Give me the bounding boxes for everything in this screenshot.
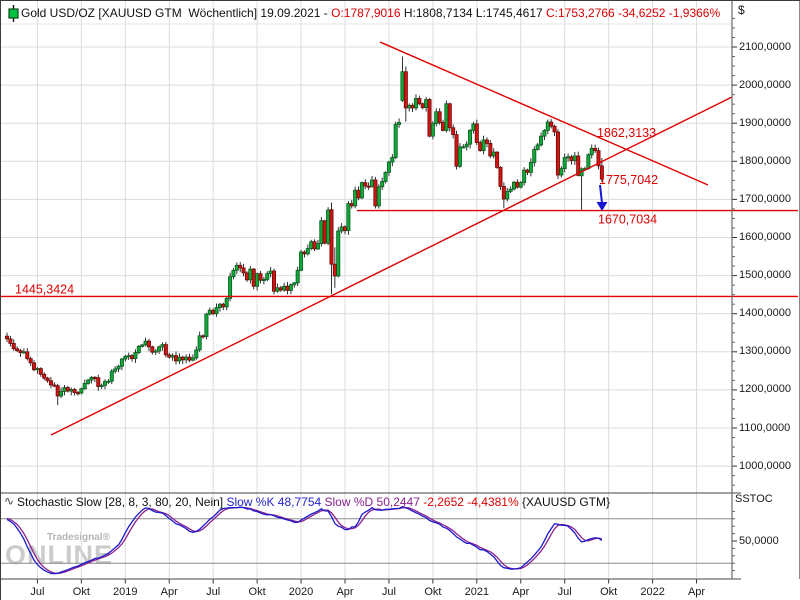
y-axis-tick-label: 1100,0000 [739, 421, 791, 434]
quote-high: H:1808,7134 [400, 6, 473, 20]
svg-text:1775,7042: 1775,7042 [599, 173, 658, 187]
stoch-axis-tick-label: 50,0000 [739, 534, 779, 547]
chart-title-bar: Gold USD/OZ [XAUUSD GTM Wöchentlich] 19.… [21, 6, 720, 20]
y-axis-tick-label: 2100,0000 [739, 40, 791, 53]
watermark-online: ONLINE [5, 540, 114, 570]
quote-low: L:1745,4617 [472, 6, 546, 20]
y-axis-tick-label: 1200,0000 [739, 383, 791, 396]
candlestick-series-icon [8, 5, 19, 22]
svg-text:1445,3424: 1445,3424 [15, 282, 74, 296]
watermark-brand: Tradesignal® [47, 532, 110, 543]
axis-ticks-and-borders [1, 1, 800, 584]
x-axis-tick-label: Jul [557, 586, 572, 598]
quote-open: O:1787,9016 [331, 6, 401, 20]
x-axis-tick-label: 2022 [640, 586, 665, 598]
x-axis-tick-label: 2021 [464, 586, 490, 598]
stoch-axis-label: SSTOC [735, 493, 773, 505]
x-axis-tick-label: Jul [30, 586, 45, 598]
tradesignal-watermark: Tradesignal® ONLINE [5, 533, 113, 569]
quote-date: 19.09.2021 - [257, 6, 332, 20]
x-axis-tick-label: Okt [424, 586, 442, 598]
stochastic-slow-d: Slow %D 50,2447 [324, 495, 424, 509]
x-axis-tick-label: Jul [206, 586, 221, 598]
stochastic-change: -2,2652 -4,4381% [423, 495, 522, 509]
instrument-title: Gold USD/OZ [XAUUSD GTM Wöchentlich] [21, 6, 258, 20]
y-axis-tick-label: 1800,0000 [739, 154, 791, 167]
y-axis-tick-label: 2000,0000 [739, 78, 791, 91]
x-axis-tick-label: Okt [248, 586, 266, 598]
x-axis-tick-label: Apr [336, 586, 354, 598]
quote-close: C:1753,2766 [546, 6, 615, 20]
x-axis-tick-label: 2019 [113, 586, 138, 598]
stochastic-slow-k: Slow %K 48,7754 [226, 495, 325, 509]
analysis-annotations: 1445,3424 1670,7034 1862,3133 1775,7042 [1, 41, 798, 436]
x-axis-tick-label: 2020 [288, 586, 314, 598]
stoch-slow-d-line [6, 506, 602, 575]
stochastic-name: Stochastic Slow [28, 8, 3, 80, 20, Nein] [17, 495, 227, 509]
indicator-wave-icon: ∿ [4, 494, 15, 508]
stochastic-header: Stochastic Slow [28, 8, 3, 80, 20, Nein]… [17, 495, 610, 509]
y-axis-tick-label: 1400,0000 [739, 307, 791, 320]
svg-text:1862,3133: 1862,3133 [597, 126, 656, 140]
y-axis-tick-label: 1300,0000 [739, 345, 791, 358]
y-axis-unit: $ [738, 3, 745, 17]
x-axis-tick-label: Okt [72, 586, 90, 598]
grid-lines [1, 1, 732, 579]
y-axis-tick-label: 1600,0000 [739, 231, 791, 243]
x-axis-tick-label: Apr [687, 586, 706, 598]
y-axis-tick-label: 1500,0000 [739, 269, 791, 282]
candles [5, 56, 604, 406]
quote-change: -34,6252 -1,9366% [614, 6, 721, 20]
y-axis-tick-label: 1000,0000 [739, 459, 791, 472]
y-axis-tick-label: 1900,0000 [739, 116, 791, 129]
stoch-reference-lines [1, 518, 732, 564]
stoch-slow-k-line [6, 505, 603, 575]
breakdown-arrow [599, 184, 603, 204]
stochastic-symbol: {XAUUSD GTM} [522, 495, 611, 509]
x-axis-tick-label: Apr [512, 586, 530, 598]
x-axis-tick-label: Jul [381, 586, 396, 598]
x-axis-tick-label: Okt [600, 586, 618, 598]
y-axis-tick-label: 1700,0000 [739, 192, 791, 205]
x-axis-tick-label: Apr [160, 586, 178, 598]
svg-text:1670,7034: 1670,7034 [598, 213, 657, 227]
